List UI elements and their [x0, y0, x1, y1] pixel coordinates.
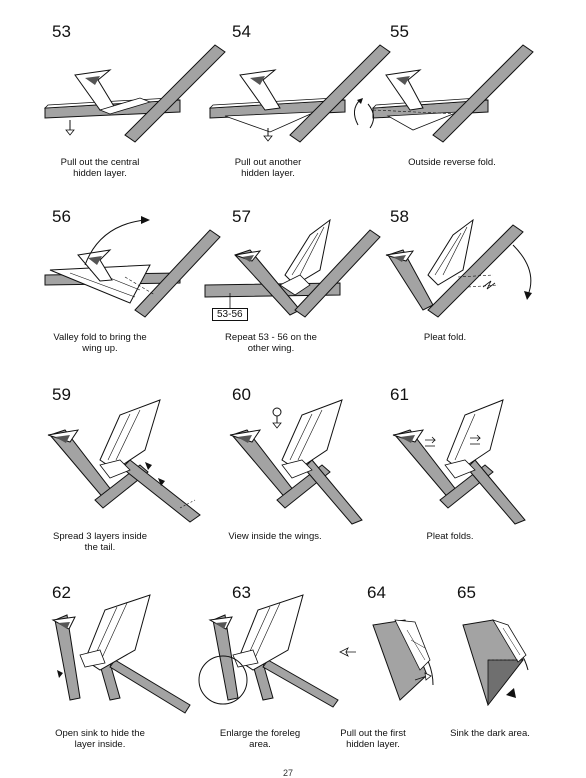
- step-number: 63: [232, 583, 251, 602]
- diagram-step-58: [385, 218, 532, 318]
- step-caption: Sink the dark area.: [450, 728, 530, 739]
- step-number: 60: [232, 385, 251, 404]
- step-caption: Outside reverse fold.: [408, 157, 496, 168]
- step-caption: Pull out the central hidden layer.: [60, 157, 140, 179]
- diagram-step-54: [208, 44, 391, 143]
- step-caption: Pull out another hidden layer.: [234, 157, 302, 179]
- diagram-step-55: [354, 44, 534, 143]
- step-number: 56: [52, 207, 71, 226]
- step-caption: View inside the wings.: [228, 531, 322, 542]
- diagram-step-63: [198, 594, 339, 708]
- diagram-step-56: [44, 216, 221, 318]
- diagram-step-62: [51, 594, 191, 714]
- step-caption: Spread 3 layers inside the tail.: [53, 531, 147, 553]
- step-number: 65: [457, 583, 476, 602]
- eye-icon: [272, 407, 282, 417]
- step-number: 55: [390, 22, 409, 41]
- diagram-step-60: [229, 399, 363, 525]
- page-number: 27: [283, 768, 294, 778]
- step-caption: Repeat 53 - 56 on the other wing.: [225, 332, 317, 354]
- step-caption: Enlarge the foreleg area.: [219, 728, 301, 750]
- step-number: 62: [52, 583, 71, 602]
- diagram-step-53: [43, 44, 226, 143]
- step-caption: Pleat fold.: [423, 332, 467, 343]
- diagram-step-64: [339, 619, 434, 701]
- step-number: 57: [232, 207, 251, 226]
- enlarge-circle: [198, 655, 248, 705]
- step-number: 53: [52, 22, 71, 41]
- step-caption: Pull out the first hidden layer.: [340, 728, 406, 750]
- diagram-step-65: [462, 619, 529, 707]
- step-caption: Pleat folds.: [426, 531, 474, 542]
- reference-label: 53-56: [212, 308, 248, 321]
- step-number: 61: [390, 385, 409, 404]
- step-number: 59: [52, 385, 71, 404]
- diagram-step-61: [392, 399, 526, 525]
- step-number: 58: [390, 207, 409, 226]
- diagram-step-59: [47, 399, 201, 523]
- step-caption: Open sink to hide the layer inside.: [55, 728, 145, 750]
- diagram-step-57: [204, 218, 381, 318]
- step-number: 64: [367, 583, 386, 602]
- step-caption: Valley fold to bring the wing up.: [53, 332, 147, 354]
- step-number: 54: [232, 22, 251, 41]
